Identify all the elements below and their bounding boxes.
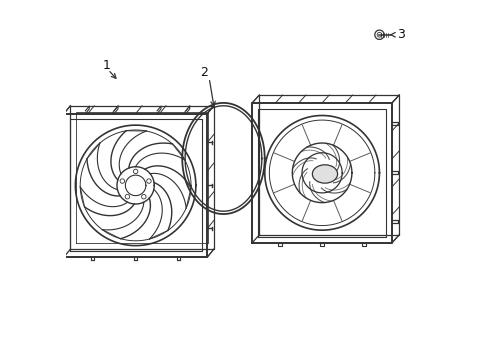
Text: 3: 3 [397,28,405,41]
Ellipse shape [312,165,338,183]
Text: 2: 2 [200,66,208,79]
Text: 1: 1 [103,59,111,72]
